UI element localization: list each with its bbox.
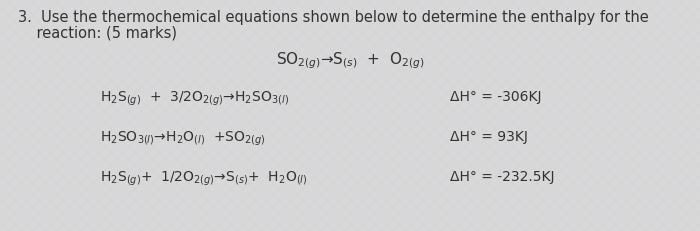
- Text: reaction: (5 marks): reaction: (5 marks): [18, 26, 177, 41]
- Text: ΔH° = -306KJ: ΔH° = -306KJ: [450, 90, 542, 104]
- Text: H$_2$S$_{(g)}$+  1/2O$_{2(g)}$→S$_{(s)}$+  H$_2$O$_{(l)}$: H$_2$S$_{(g)}$+ 1/2O$_{2(g)}$→S$_{(s)}$+…: [100, 170, 307, 188]
- Text: H$_2$S$_{(g)}$  +  3/2O$_{2(g)}$→H$_2$SO$_{3(l)}$: H$_2$S$_{(g)}$ + 3/2O$_{2(g)}$→H$_2$SO$_…: [100, 90, 289, 108]
- Text: SO$_{2(g)}$→S$_{(s)}$  +  O$_{2(g)}$: SO$_{2(g)}$→S$_{(s)}$ + O$_{2(g)}$: [276, 50, 424, 71]
- Text: 3.  Use the thermochemical equations shown below to determine the enthalpy for t: 3. Use the thermochemical equations show…: [18, 10, 649, 25]
- Text: ΔH° = -232.5KJ: ΔH° = -232.5KJ: [450, 170, 554, 184]
- Text: H$_2$SO$_{3(l)}$→H$_2$O$_{(l)}$  +SO$_{2(g)}$: H$_2$SO$_{3(l)}$→H$_2$O$_{(l)}$ +SO$_{2(…: [100, 130, 266, 148]
- Text: ΔH° = 93KJ: ΔH° = 93KJ: [450, 130, 528, 144]
